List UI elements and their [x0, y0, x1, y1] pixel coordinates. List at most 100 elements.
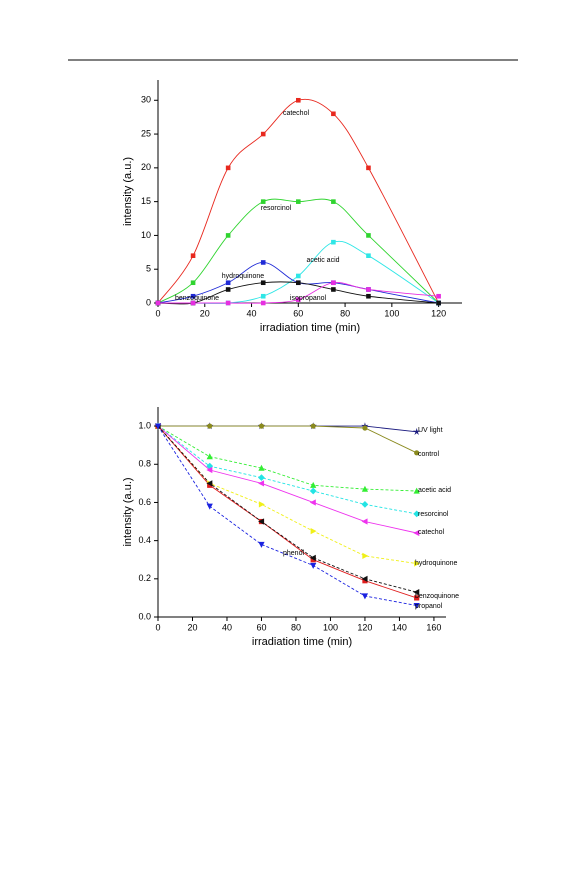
y-tick-label: 0.0 — [138, 611, 151, 621]
x-tick-label: 140 — [392, 622, 407, 632]
x-tick-label: 160 — [426, 622, 441, 632]
data-point — [225, 300, 231, 306]
data-point — [258, 541, 265, 548]
data-point — [206, 453, 213, 460]
data-point — [258, 501, 265, 508]
x-tick-label: 0 — [155, 308, 160, 318]
x-tick-label: 20 — [187, 622, 197, 632]
series-line — [158, 425, 417, 454]
data-point — [414, 595, 420, 601]
chart: 0.0 0.2 0.4 0.6 0.8 1.0 0 20 40 60 80 100 120 140 160 i… — [122, 407, 459, 648]
data-point — [258, 518, 265, 525]
data-point — [362, 425, 368, 431]
x-tick-label: 80 — [340, 308, 350, 318]
data-point — [296, 297, 301, 302]
x-tick-label: 0 — [155, 622, 160, 632]
data-point — [331, 287, 336, 292]
y-tick-label: 25 — [141, 128, 151, 138]
series-label: benzoquinone — [415, 593, 459, 600]
data-point — [366, 287, 371, 292]
x-tick-label: 60 — [293, 308, 303, 318]
data-point — [206, 466, 213, 474]
data-point — [366, 233, 371, 238]
data-point — [331, 239, 336, 245]
data-point — [362, 552, 369, 560]
data-point — [190, 293, 196, 299]
series-label: hydroquinone — [222, 273, 265, 280]
y-tick-label: 20 — [141, 162, 151, 172]
data-point — [310, 527, 317, 535]
data-point — [413, 510, 421, 518]
data-point — [260, 199, 266, 204]
x-tick-label: 20 — [200, 308, 210, 318]
data-point — [310, 423, 316, 429]
data-point — [206, 480, 213, 487]
data-point — [361, 485, 369, 492]
data-point — [296, 199, 301, 204]
data-point — [309, 554, 316, 561]
data-point — [207, 482, 213, 488]
y-tick-label: 0.6 — [138, 497, 151, 507]
data-point — [436, 293, 441, 299]
x-axis-title: irradiation time (min) — [260, 322, 360, 334]
y-axis-title: intensity (a.u.) — [122, 157, 134, 226]
series-label: resorcinol — [261, 205, 292, 212]
x-tick-label: 100 — [323, 622, 338, 632]
data-point — [207, 423, 213, 429]
data-point — [361, 518, 368, 525]
data-point — [310, 562, 317, 569]
series-label: catechol — [283, 110, 310, 117]
series-label: hydroquinone — [415, 560, 458, 567]
data-point — [413, 529, 420, 537]
series-label: isopropanol — [290, 295, 327, 302]
x-tick-label: 120 — [431, 308, 446, 318]
data-point — [190, 300, 196, 306]
data-point — [225, 165, 231, 171]
y-tick-label: 1.0 — [138, 420, 151, 430]
series-line — [157, 98, 440, 304]
y-tick-label: 15 — [141, 196, 151, 206]
data-point — [309, 487, 317, 495]
data-point — [412, 427, 421, 435]
x-axis-title: irradiation time (min) — [252, 636, 352, 648]
data-point — [225, 233, 231, 238]
series-line — [157, 425, 417, 515]
data-point — [310, 481, 317, 488]
y-tick-label: 5 — [146, 264, 151, 274]
data-point — [258, 480, 265, 487]
data-point — [190, 280, 196, 286]
data-point — [206, 503, 213, 510]
data-point — [361, 500, 369, 508]
series-line — [157, 425, 417, 606]
data-point — [413, 602, 420, 609]
data-point — [258, 474, 265, 482]
series-label: phenol — [283, 550, 304, 557]
data-point — [225, 280, 231, 286]
data-point — [258, 423, 265, 429]
series-line — [157, 425, 417, 492]
y-tick-label: 0.2 — [138, 573, 151, 583]
series-label: UV light — [418, 427, 443, 434]
series-label: propanol — [415, 603, 443, 610]
data-point — [436, 300, 441, 306]
data-point — [154, 423, 162, 430]
series-line — [157, 425, 417, 564]
data-point — [361, 575, 368, 582]
x-tick-label: 100 — [384, 308, 399, 318]
x-tick-label: 40 — [222, 622, 232, 632]
x-tick-label: 60 — [256, 622, 266, 632]
y-tick-label: 0.4 — [138, 535, 151, 545]
data-point — [366, 253, 371, 258]
series-label: acetic acid — [306, 257, 339, 264]
data-point — [190, 253, 196, 258]
data-point — [155, 300, 161, 306]
data-point — [296, 273, 301, 279]
data-point — [296, 280, 301, 286]
data-point — [366, 165, 371, 171]
data-point — [258, 464, 265, 471]
data-point — [260, 300, 266, 306]
series-label: benzoquinone — [175, 295, 219, 302]
data-point — [260, 280, 266, 286]
